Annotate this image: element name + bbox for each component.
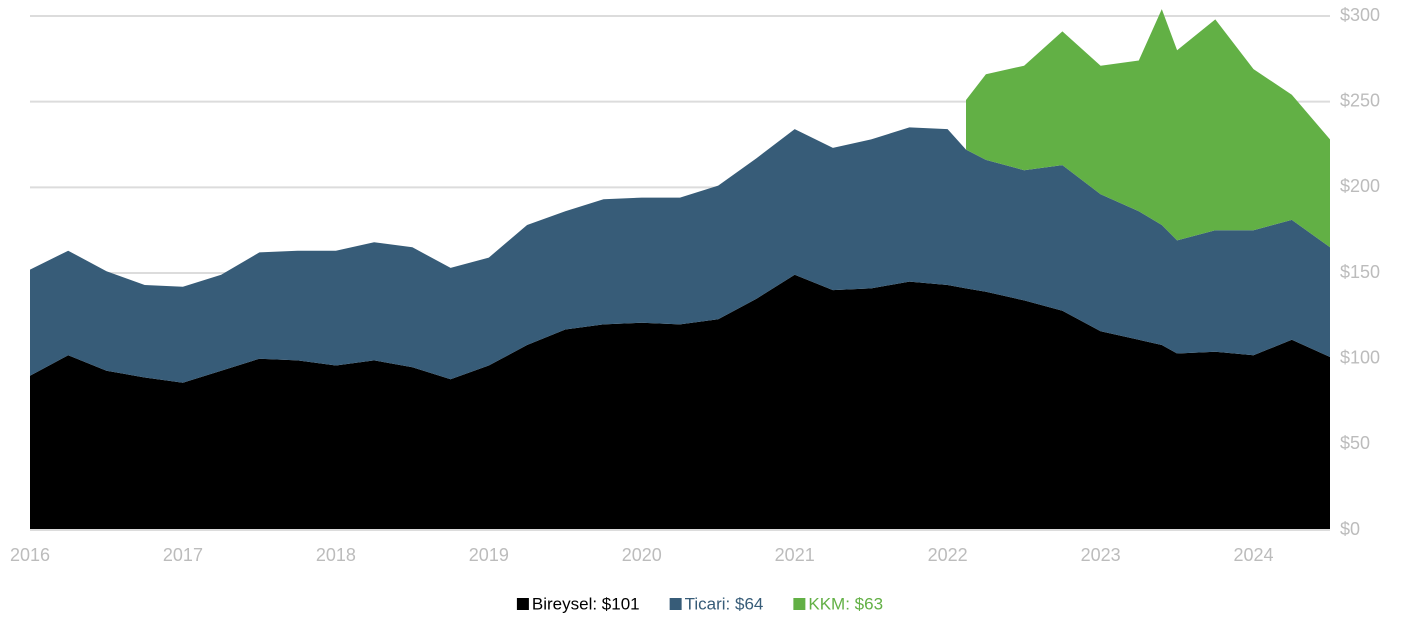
x-tick-label: 2017 <box>163 545 203 565</box>
area <box>30 127 1330 383</box>
y-tick-label: $300 <box>1340 5 1380 25</box>
x-tick-label: 2022 <box>928 545 968 565</box>
y-tick-label: $100 <box>1340 347 1380 367</box>
x-tick-label: 2023 <box>1081 545 1121 565</box>
y-tick-label: $250 <box>1340 90 1380 110</box>
y-tick-label: $200 <box>1340 176 1380 196</box>
x-tick-label: 2016 <box>10 545 50 565</box>
legend-label: Ticari: $64 <box>685 594 764 613</box>
y-tick-label: $150 <box>1340 262 1380 282</box>
x-tick-label: 2018 <box>316 545 356 565</box>
legend-swatch <box>516 598 529 610</box>
legend-swatch <box>669 598 682 610</box>
x-tick-label: 2021 <box>775 545 815 565</box>
area <box>30 274 1330 530</box>
x-tick-label: 2020 <box>622 545 662 565</box>
y-tick-label: $50 <box>1340 433 1370 453</box>
legend-label: Bireysel: $101 <box>532 594 640 613</box>
x-tick-label: 2019 <box>469 545 509 565</box>
legend-swatch <box>793 598 806 610</box>
legend-label: KKM: $63 <box>808 594 883 613</box>
x-tick-label: 2024 <box>1234 545 1274 565</box>
legend: Bireysel: $101 Ticari: $64 KKM: $63 <box>516 594 883 613</box>
area <box>966 9 1330 248</box>
y-tick-label: $0 <box>1340 519 1360 539</box>
